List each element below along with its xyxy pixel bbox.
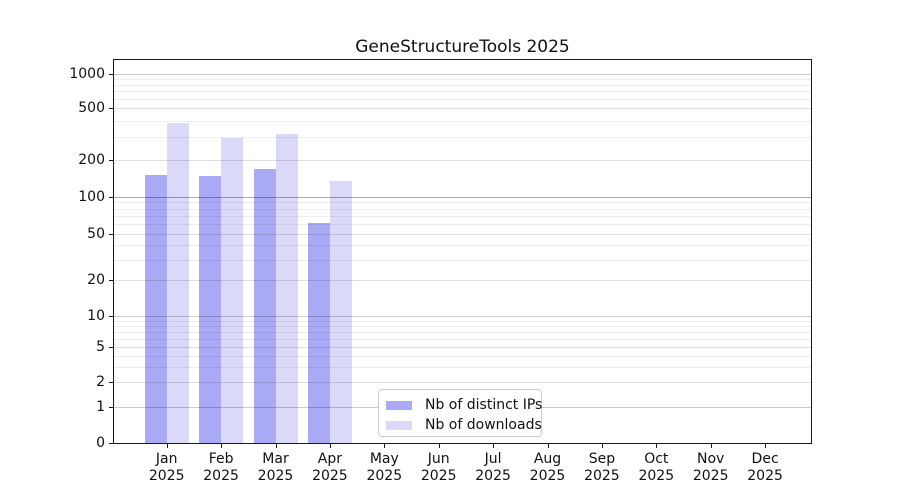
x-tick-mark: [547, 444, 549, 448]
legend-item-distinct-ips: Nb of distinct IPs: [379, 395, 543, 415]
y-tick-label: 0: [96, 435, 105, 451]
x-tick-mark: [166, 444, 168, 448]
x-tick-label-sep: Sep 2025: [584, 451, 620, 484]
bar-nb-of-downloads-mar: [275, 134, 298, 443]
x-tick-label-apr: Apr 2025: [312, 451, 348, 484]
y-tick-mark: [109, 443, 113, 444]
y-tick-label: 200: [78, 152, 105, 169]
x-tick-label-may: May 2025: [366, 451, 403, 484]
y-tick-mark: [109, 280, 113, 281]
y-tick-mark: [109, 407, 113, 408]
y-tick-label: 500: [78, 99, 105, 116]
y-tick-mark: [109, 347, 113, 349]
y-tick-label: 10: [87, 308, 105, 324]
x-tick-mark: [329, 444, 331, 448]
legend-label-downloads: Nb of downloads: [425, 417, 542, 433]
legend: Nb of distinct IPs Nb of downloads: [378, 389, 542, 437]
x-tick-mark: [601, 444, 603, 448]
y-tick-label: 5: [96, 339, 105, 356]
y-tick-label: 20: [87, 272, 105, 288]
y-tick-mark: [109, 233, 113, 235]
legend-label-distinct-ips: Nb of distinct IPs: [425, 397, 543, 413]
y-tick-label: 2: [96, 374, 105, 391]
bar-nb-of-downloads-jan: [166, 122, 189, 443]
y-tick-label: 1: [96, 399, 105, 415]
bar-nb-of-distinct-ips-feb: [199, 176, 222, 443]
y-tick-label: 100: [78, 188, 105, 205]
x-tick-mark: [275, 444, 277, 448]
bar-nb-of-downloads-feb: [221, 138, 244, 443]
x-tick-mark: [710, 444, 712, 448]
chart-title: GeneStructureTools 2025: [355, 37, 570, 57]
y-tick-mark: [109, 382, 113, 384]
x-tick-label-feb: Feb 2025: [203, 451, 239, 484]
x-tick-label-jul: Jul 2025: [475, 451, 511, 484]
bar-nb-of-distinct-ips-mar: [253, 168, 276, 443]
x-tick-mark: [493, 444, 495, 448]
legend-item-downloads: Nb of downloads: [379, 415, 542, 435]
x-tick-label-jun: Jun 2025: [420, 451, 457, 484]
y-tick-mark: [109, 316, 113, 317]
x-tick-label-oct: Oct 2025: [638, 451, 675, 484]
bar-nb-of-distinct-ips-apr: [307, 223, 330, 443]
y-tick-label: 1000: [69, 66, 105, 82]
x-tick-mark: [384, 444, 386, 448]
x-tick-label-mar: Mar 2025: [257, 451, 294, 484]
x-tick-mark: [438, 444, 440, 448]
bar-nb-of-distinct-ips-jan: [144, 175, 167, 443]
y-tick-mark: [109, 196, 113, 198]
y-tick-mark: [109, 107, 113, 109]
legend-swatch-downloads: [386, 420, 412, 430]
x-tick-mark: [765, 444, 767, 448]
x-tick-mark: [656, 444, 658, 448]
y-tick-mark: [109, 160, 113, 162]
bar-nb-of-downloads-apr: [329, 180, 352, 443]
x-tick-label-nov: Nov 2025: [692, 451, 729, 484]
y-tick-label: 50: [87, 225, 105, 242]
x-tick-label-jan: Jan 2025: [148, 451, 185, 484]
legend-swatch-distinct-ips: [386, 400, 412, 410]
x-tick-mark: [221, 444, 223, 448]
x-tick-label-dec: Dec 2025: [747, 451, 783, 484]
y-tick-mark: [109, 74, 113, 75]
x-tick-label-aug: Aug 2025: [529, 451, 566, 484]
